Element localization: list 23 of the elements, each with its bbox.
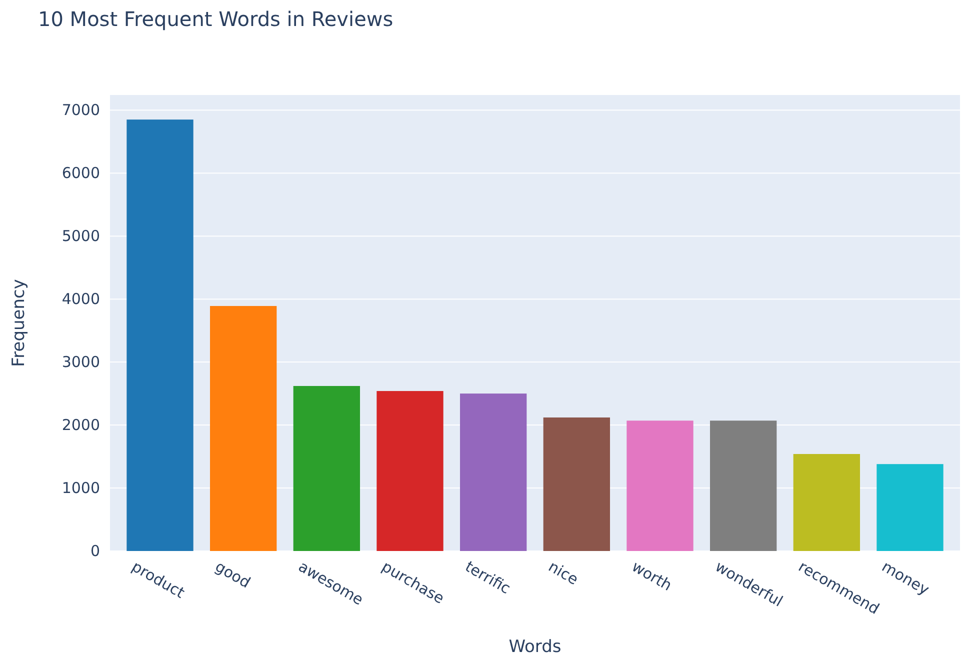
y-tick-label: 3000 xyxy=(62,352,100,371)
x-tick-label: good xyxy=(212,557,254,592)
bar xyxy=(710,420,777,551)
bar xyxy=(543,417,610,551)
bar xyxy=(460,394,527,551)
y-tick-label: 4000 xyxy=(62,290,100,308)
bar xyxy=(626,420,694,551)
y-tick-label: 1000 xyxy=(62,478,100,497)
bar xyxy=(376,391,444,551)
chart-title: 10 Most Frequent Words in Reviews xyxy=(38,7,394,31)
y-tick-label: 0 xyxy=(90,542,100,560)
y-tick-label: 6000 xyxy=(62,164,100,182)
x-tick-label: nice xyxy=(545,557,582,589)
bar xyxy=(210,306,277,551)
bar xyxy=(293,386,360,551)
bar xyxy=(876,464,944,551)
bar xyxy=(793,454,860,551)
y-tick-label: 7000 xyxy=(62,100,100,119)
y-tick-label: 5000 xyxy=(62,226,100,245)
y-axis-title: Frequency xyxy=(9,279,29,367)
bar xyxy=(126,120,194,551)
y-tick-label: 2000 xyxy=(62,416,100,434)
x-axis-title: Words xyxy=(508,637,562,657)
